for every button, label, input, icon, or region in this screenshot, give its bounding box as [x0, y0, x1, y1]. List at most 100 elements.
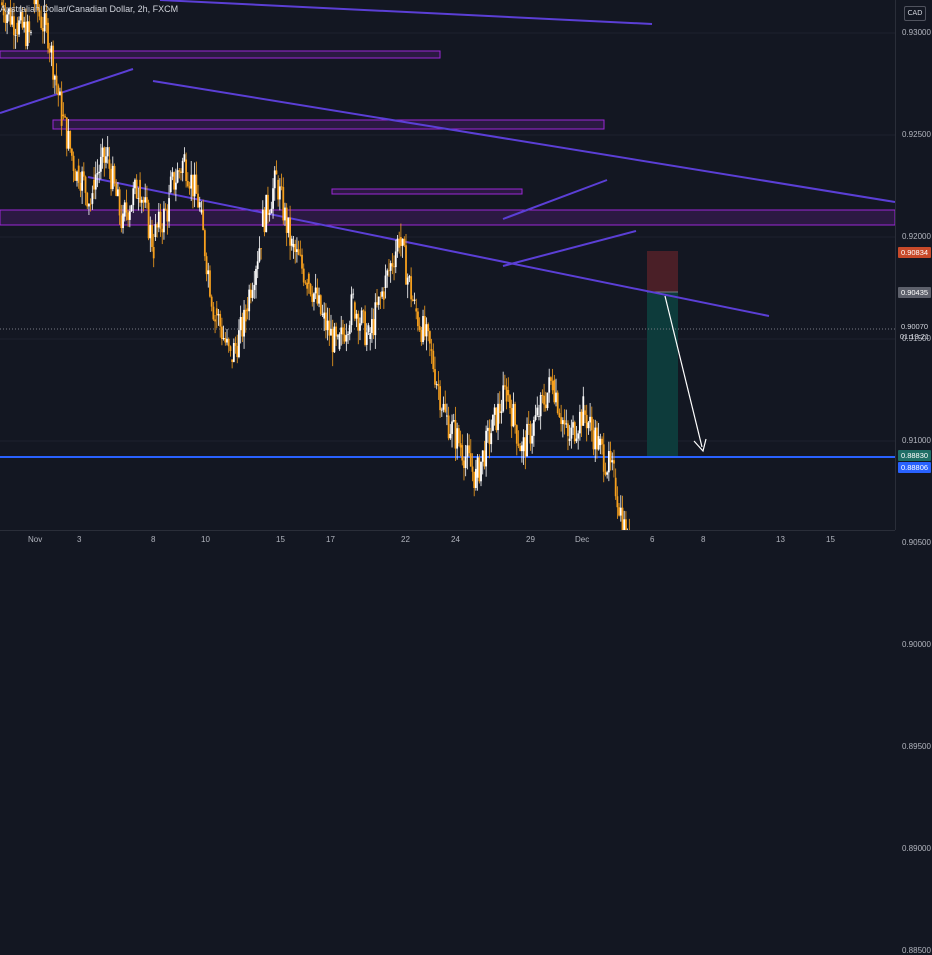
candle-body [572, 422, 574, 428]
candle-body [565, 423, 568, 425]
candle-body [53, 75, 56, 80]
candle-body [376, 302, 378, 305]
candle-body [371, 319, 373, 334]
candle-body [546, 392, 549, 409]
candle-body [212, 306, 215, 320]
chart-area[interactable] [0, 0, 932, 550]
candle-body [287, 217, 290, 233]
trendline [0, 68, 134, 114]
price-tick-label: 0.91000 [902, 436, 931, 445]
candle-body [604, 471, 607, 475]
candle-body [388, 270, 390, 272]
trendline [152, 80, 895, 203]
time-tick-label: 17 [326, 535, 335, 544]
candle-body [197, 193, 199, 208]
candle-body [149, 224, 152, 239]
candle-body [446, 415, 448, 417]
countdown-timer: 01:13:21 [899, 332, 930, 341]
candle-body [573, 422, 576, 442]
candle-body [492, 414, 494, 431]
currency-label[interactable]: CAD [904, 6, 926, 21]
current-price-label: 0.90070 01:13:21 [898, 322, 931, 342]
candle-body [290, 238, 293, 246]
candle-body [423, 316, 426, 337]
candle-body [548, 377, 551, 393]
candle-body [367, 325, 370, 333]
candle-body [30, 32, 32, 33]
candle-body [313, 293, 315, 302]
candle-body [7, 8, 10, 15]
candle-body [132, 188, 135, 206]
candle-body [527, 423, 530, 425]
candle-body [171, 172, 174, 177]
candle-body [493, 407, 496, 415]
candle-body [157, 211, 160, 228]
price-axis[interactable] [895, 0, 932, 530]
candle-body [524, 437, 527, 457]
projection-arrowhead [693, 438, 707, 453]
price-tick-label: 0.88500 [902, 946, 931, 955]
candle-body [301, 254, 303, 269]
candle-body [16, 22, 19, 35]
candlestick-chart[interactable] [0, 0, 895, 530]
candle-body [459, 443, 462, 448]
candle-body [130, 205, 133, 212]
candle-body [439, 386, 441, 411]
candle-body [594, 427, 597, 450]
candle-body [531, 435, 534, 444]
candle-body [457, 428, 460, 444]
price-tick-label: 0.90500 [902, 538, 931, 547]
candle-body [227, 338, 230, 347]
candle-body [316, 287, 319, 304]
candle-body [101, 147, 104, 157]
candle-body [340, 327, 343, 335]
candle-body [134, 179, 136, 189]
candle-body [176, 170, 179, 183]
time-axis[interactable] [0, 530, 895, 551]
candle-body [137, 198, 140, 199]
candle-body [207, 270, 210, 275]
candle-body [391, 263, 394, 267]
candle-body [314, 287, 317, 294]
candle-body [284, 207, 286, 221]
candle-body [309, 283, 312, 295]
candle-body [91, 193, 94, 204]
candle-body [122, 213, 124, 229]
candle-body [169, 176, 172, 193]
candle-body [381, 291, 384, 297]
candle-body [522, 437, 525, 452]
candle-body [297, 249, 300, 255]
candle-body [222, 338, 225, 340]
candle-body [185, 159, 188, 182]
candle-body [428, 331, 431, 344]
candle-body [205, 256, 208, 275]
candle-body [151, 224, 153, 248]
candle-body [277, 179, 280, 200]
candle-body [62, 114, 65, 117]
trendline [87, 176, 770, 317]
time-tick-label: 8 [701, 535, 706, 544]
candle-body [509, 395, 511, 409]
candle-body [331, 328, 334, 353]
candle-body [399, 237, 402, 246]
candle-body [618, 507, 620, 516]
candle-body [330, 328, 332, 336]
candle-body [440, 409, 443, 411]
candle-body [127, 212, 130, 220]
candle-body [163, 208, 165, 233]
price-tick-label: 0.93000 [902, 28, 931, 37]
candle-body [173, 172, 176, 190]
price-tick-label: 0.92000 [902, 232, 931, 241]
candle-body [498, 403, 501, 414]
supply-demand-zone [0, 209, 895, 226]
candle-body [318, 295, 320, 304]
candle-body [580, 411, 583, 426]
supply-demand-zone [331, 188, 523, 195]
candle-body [321, 314, 324, 315]
candle-body [365, 332, 368, 345]
candle-body [427, 324, 430, 332]
candle-body [417, 311, 419, 327]
candle-body [260, 248, 263, 250]
candle-body [69, 131, 72, 149]
candle-body [67, 131, 70, 149]
